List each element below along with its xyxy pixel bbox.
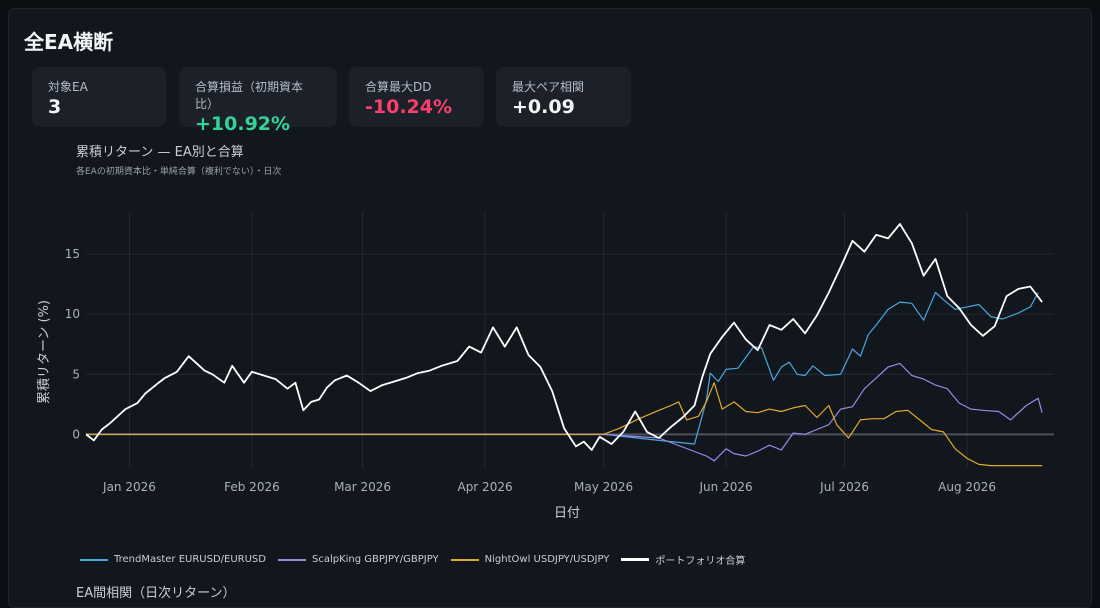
legend-item-trendmaster[interactable]: TrendMaster EURUSD/EURUSD: [80, 554, 266, 565]
series-scalpking: [86, 362, 1043, 462]
x-tick-label: Apr 2026: [457, 480, 512, 494]
kpi-label: 最大ペア相関: [512, 80, 585, 94]
legend-item-nightowl[interactable]: NightOwl USDJPY/USDJPY: [450, 554, 610, 565]
legend-label: ScalpKing GBPJPY/GBPJPY: [311, 554, 439, 565]
chart-title: 累積リターン — EA別と合算: [76, 145, 244, 160]
kpi-value: -10.24%: [365, 96, 453, 118]
x-tick-label: Jul 2026: [819, 480, 869, 494]
legend-swatch: [621, 558, 650, 561]
legend-item-portfolio[interactable]: ポートフォリオ合算: [621, 552, 745, 567]
kpi-card-max-drawdown: 合算最大DD -10.24%: [349, 67, 484, 127]
kpi-value: +10.92%: [195, 113, 291, 135]
chart-subtitle: 各EAの初期資本比・単純合算（複利でない）・日次: [76, 167, 282, 177]
x-tick-label: Feb 2026: [224, 480, 280, 494]
kpi-label: 合算最大DD: [365, 80, 432, 94]
y-tick-label: 0: [72, 427, 80, 441]
legend-swatch: [277, 558, 306, 561]
kpi-label: 合算損益（初期資本比）: [195, 80, 304, 111]
legend-item-scalpking[interactable]: ScalpKing GBPJPY/GBPJPY: [277, 554, 439, 565]
page-title: 全EA横断: [24, 30, 114, 54]
legend-label: ポートフォリオ合算: [655, 556, 746, 567]
x-tick-label: Jan 2026: [102, 480, 156, 494]
x-axis-label: 日付: [554, 506, 580, 521]
x-tick-label: Jun 2026: [699, 480, 753, 494]
y-tick-label: 5: [72, 367, 80, 381]
correlation-section-title: EA間相関（日次リターン）: [76, 586, 236, 601]
legend-swatch: [450, 558, 479, 561]
kpi-value: +0.09: [512, 96, 575, 118]
y-tick-label: 15: [65, 247, 80, 261]
x-tick-label: May 2026: [574, 480, 633, 494]
legend-swatch: [80, 558, 108, 561]
kpi-card-max-correlation: 最大ペア相関 +0.09: [496, 67, 631, 127]
y-axis-label: 累積リターン (%): [37, 300, 52, 404]
legend-label: NightOwl USDJPY/USDJPY: [484, 554, 610, 565]
x-tick-label: Mar 2026: [334, 480, 391, 494]
series-nightowl: [86, 382, 1043, 467]
legend-label: TrendMaster EURUSD/EURUSD: [114, 554, 266, 565]
chart-legend[interactable]: TrendMaster EURUSD/EURUSD ScalpKing GBPJ…: [80, 552, 745, 567]
y-tick-label: 10: [65, 307, 80, 321]
kpi-label: 対象EA: [48, 80, 88, 94]
kpi-value: 3: [48, 96, 62, 118]
kpi-card-total-pnl: 合算損益（初期資本比） +10.92%: [179, 67, 337, 135]
x-tick-label: Aug 2026: [938, 480, 996, 494]
series-portfolio: [85, 223, 1043, 451]
kpi-card-ea-count: 対象EA 3: [32, 67, 166, 127]
series-trendmaster: [86, 291, 1039, 445]
